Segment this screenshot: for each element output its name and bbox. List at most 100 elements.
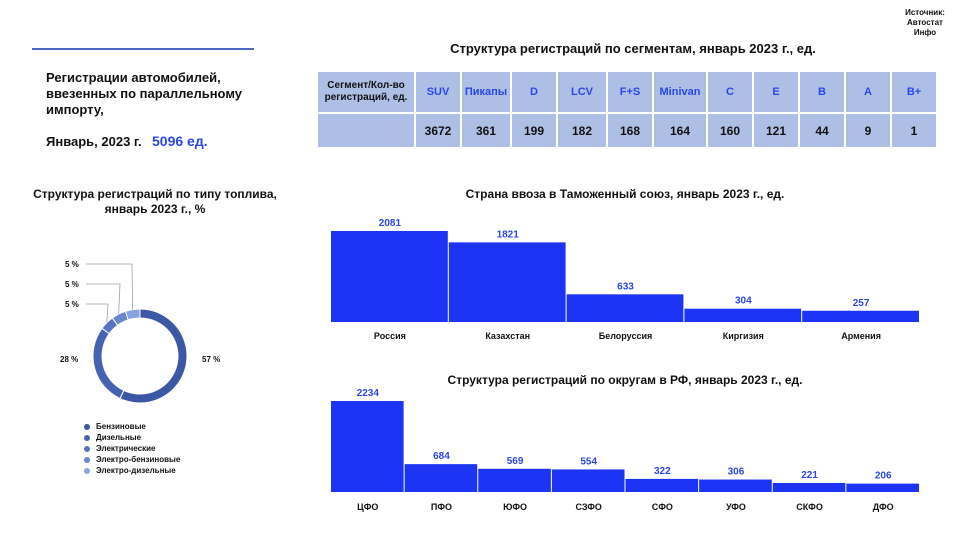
segment-value-cell: 160 [708,114,752,147]
legend-item: Электро-бензиновые [84,454,180,465]
segment-value-cell: 168 [608,114,652,147]
bar [478,468,551,492]
category-label: СФО [652,502,673,512]
bar-value-label: 304 [735,296,752,307]
date-label: Январь, 2023 г. [46,134,142,149]
segments-value-row-header [318,114,414,147]
bar-value-label: 569 [507,456,524,467]
total-registrations: 5096 ед. [152,133,208,149]
legend-swatch [84,467,90,474]
bar [404,464,478,492]
legend-label: Электрические [96,444,156,453]
bar-value-label: 2234 [357,388,380,399]
segments-header-row: Сегмент/Кол-во регистраций, ед. SUV Пикап… [318,72,936,112]
category-label: Казахстан [485,331,530,341]
legend-item: Дизельные [84,432,180,443]
bar-value-label: 684 [433,451,450,462]
pie-label: 5 % [65,280,79,289]
legend-label: Дизельные [96,433,142,442]
segment-header-cell: Пикапы [462,72,510,112]
bar [566,294,684,322]
segment-header-cell: SUV [416,72,460,112]
bar-value-label: 306 [728,467,745,478]
segment-header-cell: B [800,72,844,112]
segment-header-cell: D [512,72,556,112]
legend-swatch [84,423,90,430]
category-label: Россия [374,331,406,341]
source-line-3: Инфо [913,28,937,37]
segment-value-cell: 182 [558,114,606,147]
category-label: ДФО [873,502,894,512]
segment-header-cell: C [708,72,752,112]
bar-value-label: 554 [580,456,597,467]
bar-value-label: 633 [617,281,634,292]
bar [772,482,846,492]
segment-header-cell: LCV [558,72,606,112]
segment-value-cell: 9 [846,114,890,147]
category-label: ЮФО [503,502,527,512]
pie-label: 5 % [65,260,79,269]
segment-value-cell: 199 [512,114,556,147]
fuel-chart-title: Структура регистраций по типу топлива, я… [33,187,277,216]
legend-item: Бензиновые [84,421,180,432]
segment-value-cell: 1 [892,114,936,147]
bar-value-label: 2081 [379,218,402,229]
pie-leader-line [86,283,121,315]
bar [551,469,625,492]
legend-item: Электрические [84,443,180,454]
segment-value-cell: 121 [754,114,798,147]
category-label: СКФО [796,502,823,512]
category-label: СЗФО [575,502,601,512]
pie-slice [92,327,125,400]
pie-label: 5 % [65,300,79,309]
category-label: Киргизия [723,331,764,341]
segment-value-cell: 44 [800,114,844,147]
bar [331,231,448,322]
pie-leader-line [86,263,134,310]
category-label: ПФО [431,502,452,512]
source-line-1: Источник: [905,8,945,17]
bar-value-label: 257 [853,298,870,309]
bar-value-label: 322 [654,466,671,477]
district-chart-title: Структура регистраций по округам в РФ, я… [447,373,803,387]
legend-swatch [84,434,90,441]
segment-value-cell: 361 [462,114,510,147]
pie-slice [119,308,188,404]
bar [684,308,802,322]
source-line-2: Автостат [907,18,943,27]
segment-header-cell: A [846,72,890,112]
bar-value-label: 1821 [497,229,520,240]
segments-table: Сегмент/Кол-во регистраций, ед. SUV Пикап… [316,70,938,149]
pie-leader-line [86,303,109,323]
pie-label: 28 % [60,355,78,364]
source-note: Источник: Автостат Инфо [890,8,960,38]
segment-value-cell: 164 [654,114,706,147]
bar [802,310,919,322]
page-headline: Регистрации автомобилей, ввезенных по па… [46,70,242,117]
legend-label: Электро-дизельные [96,466,176,475]
fuel-legend: Бензиновые Дизельные Электрические Электро-… [84,421,180,476]
segments-row-header: Сегмент/Кол-во регистраций, ед. [318,72,414,112]
legend-swatch [84,456,90,463]
bar [625,478,699,492]
segment-header-cell: B+ [892,72,936,112]
country-chart-title: Страна ввоза в Таможенный союз, январь 2… [465,187,785,201]
pie-slice [124,308,141,321]
bar-value-label: 221 [801,470,818,481]
accent-line [32,48,254,50]
segment-value-cell: 3672 [416,114,460,147]
bar-value-label: 206 [875,471,892,482]
segment-header-cell: E [754,72,798,112]
segments-value-row: 3672 361 199 182 168 164 160 121 44 9 1 [318,114,936,147]
segments-table-title: Структура регистраций по сегментам, янва… [450,41,816,56]
category-label: Белоруссия [599,331,653,341]
bar [448,242,566,322]
bar [846,483,919,492]
category-label: УФО [726,502,746,512]
legend-label: Электро-бензиновые [96,455,181,464]
category-label: Армения [841,331,881,341]
bar [331,401,404,492]
segment-header-cell: F+S [608,72,652,112]
legend-label: Бензиновые [96,422,146,431]
